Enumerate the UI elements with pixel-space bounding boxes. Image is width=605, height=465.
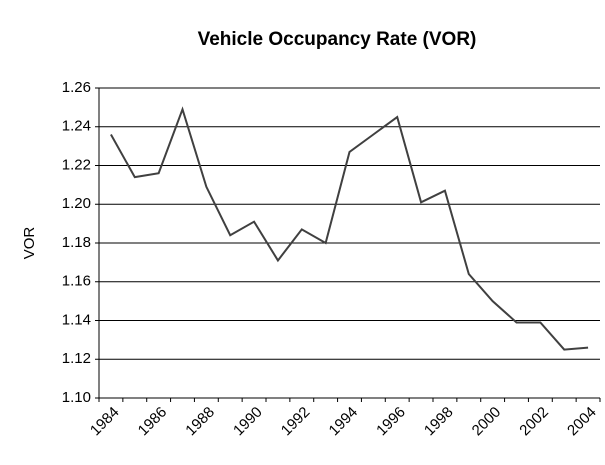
x-tick-label: 1988 — [182, 404, 218, 440]
y-tick-label: 1.14 — [62, 311, 91, 328]
y-tick-label: 1.16 — [62, 273, 91, 290]
chart-title: Vehicle Occupancy Rate (VOR) — [198, 29, 477, 50]
x-tick-label: 1984 — [87, 404, 123, 440]
x-tick-label: 1994 — [326, 404, 362, 440]
line-series — [110, 106, 589, 351]
x-tick-label: 1990 — [230, 404, 266, 440]
y-axis-label: VOR — [21, 227, 38, 260]
y-tick-label: 1.20 — [62, 195, 91, 212]
x-tick-label: 2002 — [516, 404, 552, 440]
y-tick-label: 1.12 — [62, 350, 91, 367]
y-tick-label: 1.18 — [62, 234, 91, 251]
x-tick-label: 1996 — [373, 404, 409, 440]
x-tick-label: 2004 — [564, 404, 600, 440]
x-tick-label: 1986 — [135, 404, 171, 440]
y-tick-label: 1.26 — [62, 79, 91, 96]
x-tick-label: 2000 — [469, 404, 505, 440]
y-tick-label: 1.24 — [62, 118, 91, 135]
y-tick-label: 1.22 — [62, 156, 91, 173]
y-tick-label: 1.10 — [62, 389, 91, 406]
x-tick-label: 1992 — [278, 404, 314, 440]
x-tick-label: 1998 — [421, 404, 457, 440]
